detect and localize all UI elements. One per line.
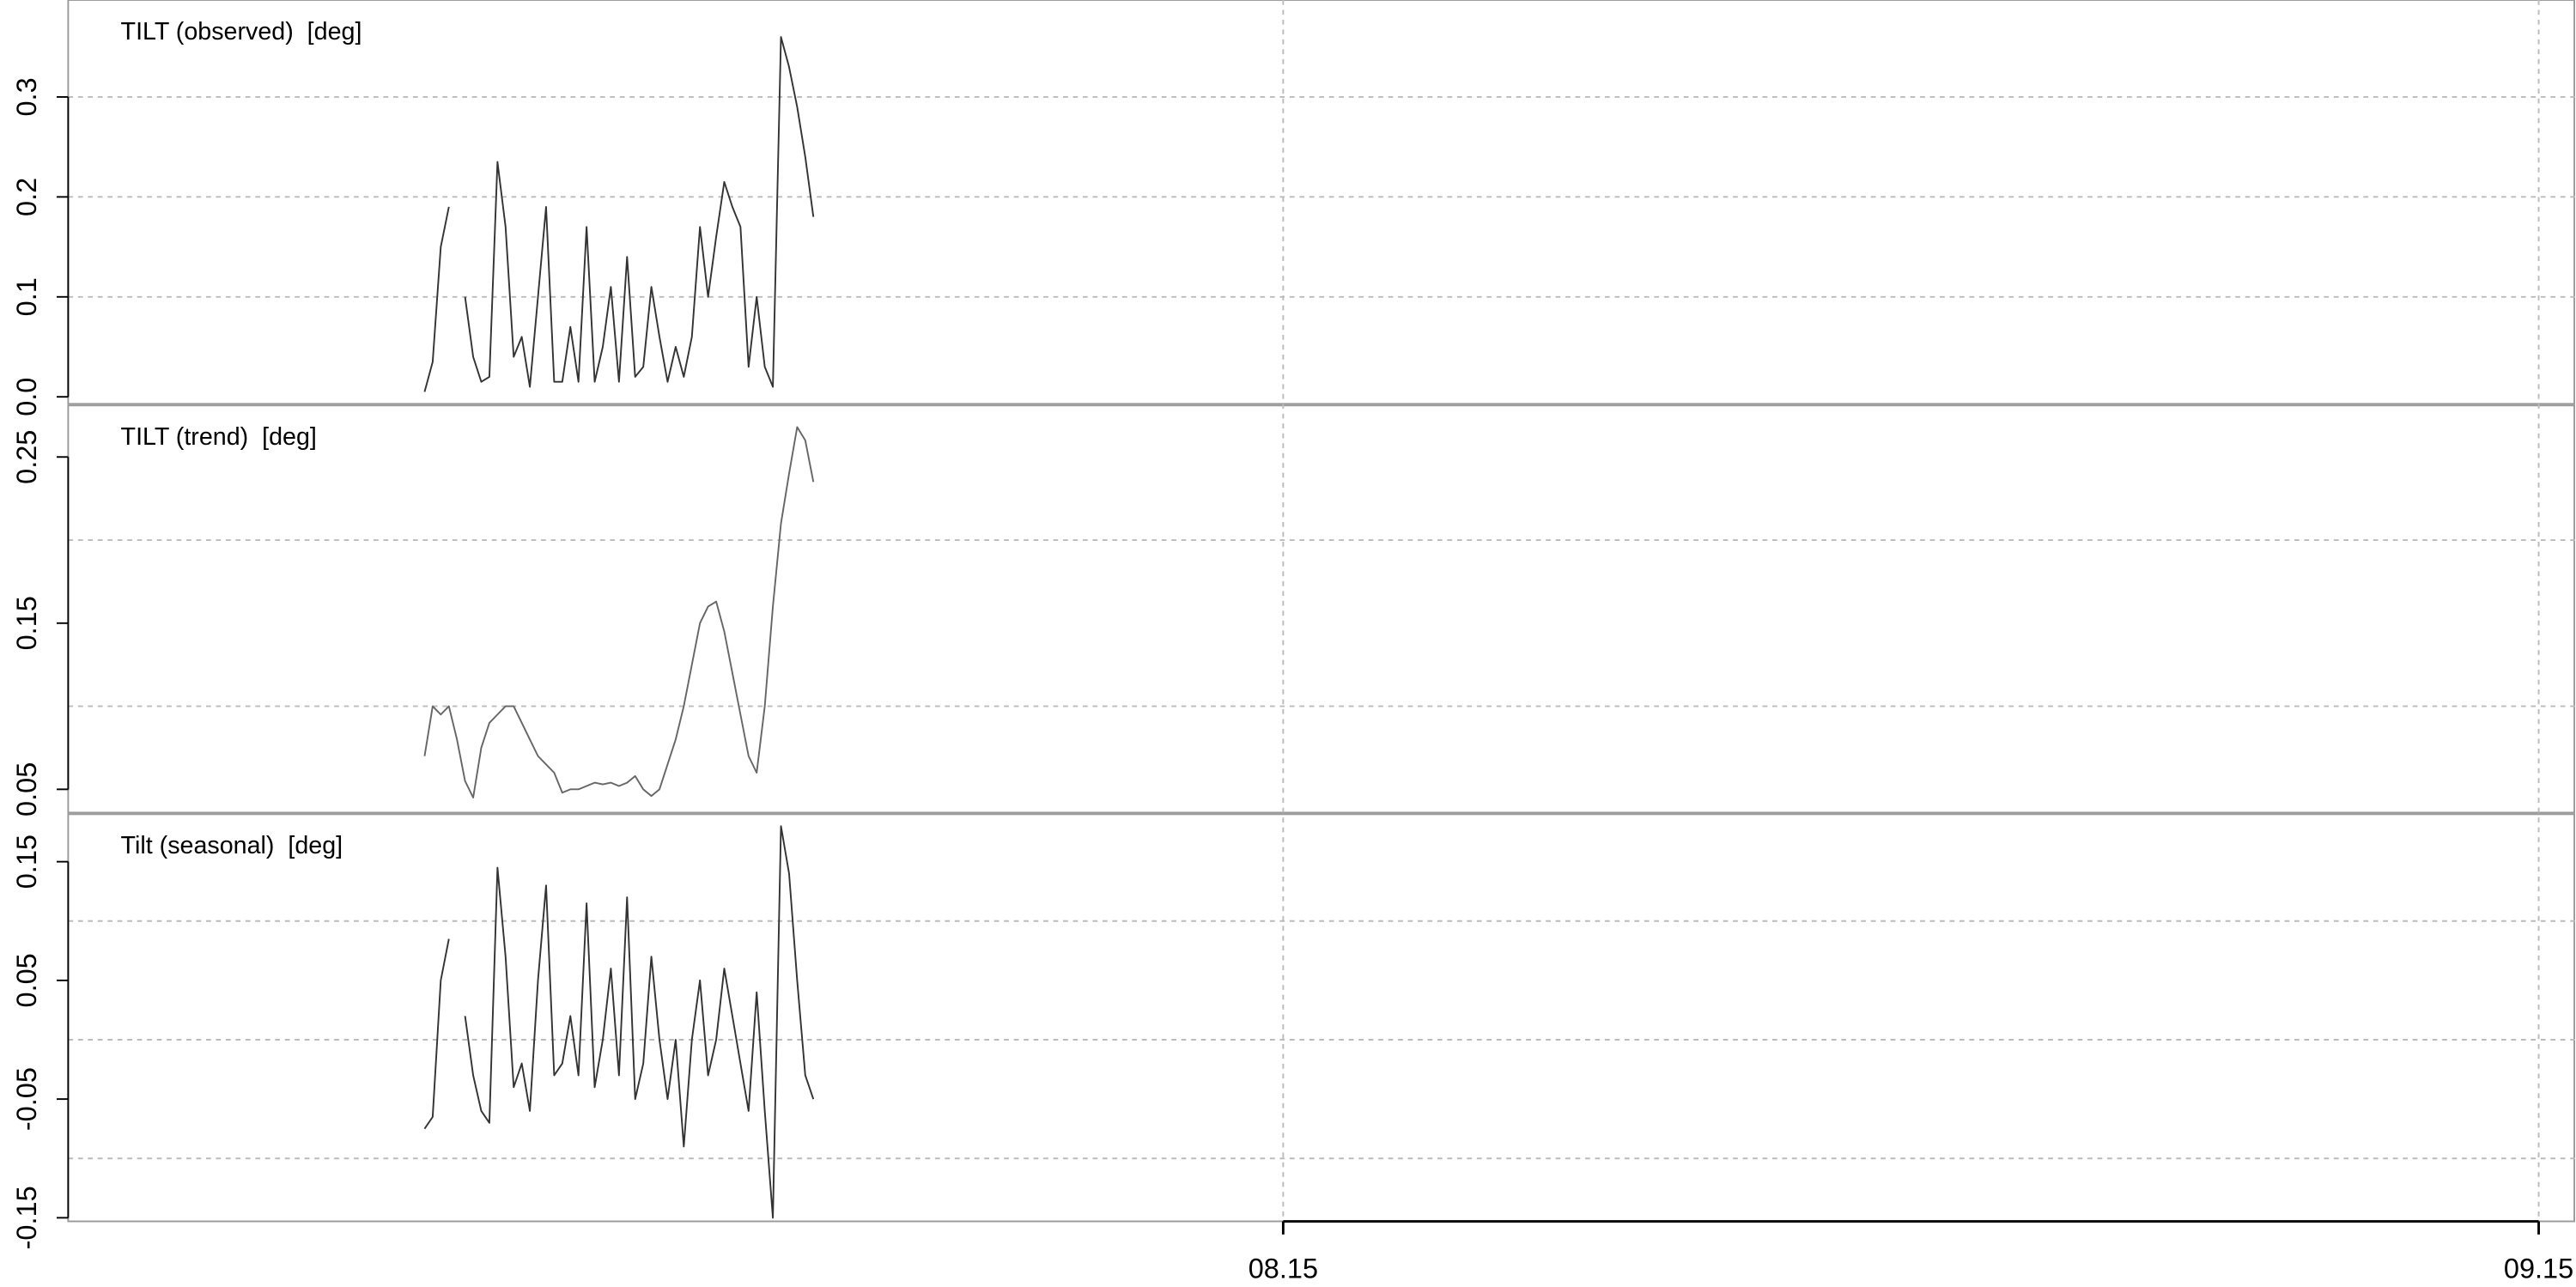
panel-frame [67,0,2575,405]
panel-title: TILT (observed) [deg] [121,18,362,46]
panel-frame [67,813,2575,1223]
panel-title: TILT (trend) [deg] [121,423,317,451]
x-tick-label: 09.15 [2504,1253,2573,1284]
y-tick-label: 0.1 [11,277,42,316]
y-tick-label: 0.05 [11,762,42,817]
y-tick-label: 0.2 [11,178,42,216]
y-tick-label: 0.05 [11,953,42,1007]
data-line [423,36,815,392]
y-tick-label: 0.3 [11,77,42,116]
panel-title: Tilt (seasonal) [deg] [121,832,343,859]
y-tick-label: -0.05 [11,1067,42,1131]
y-tick-label: 0.15 [11,835,42,889]
y-tick-label: 0.25 [11,430,42,484]
y-tick-label: 0.15 [11,596,42,650]
data-line [423,825,815,1219]
y-tick-label: -0.15 [11,1186,42,1249]
panel-frame [67,404,2575,814]
x-tick-label: 08.15 [1249,1253,1318,1284]
data-line [423,426,815,798]
y-tick-label: 0.0 [11,378,42,416]
